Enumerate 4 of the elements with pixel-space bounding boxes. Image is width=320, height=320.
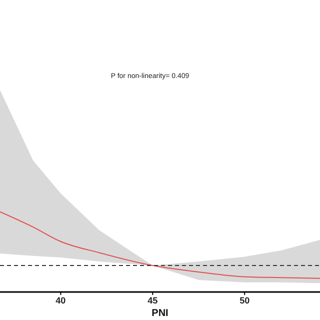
x-tick-label: 45 <box>148 295 158 306</box>
x-tick-label: 40 <box>56 295 66 306</box>
x-tick-label: 50 <box>240 295 250 306</box>
x-axis-title: PNI <box>152 308 169 319</box>
